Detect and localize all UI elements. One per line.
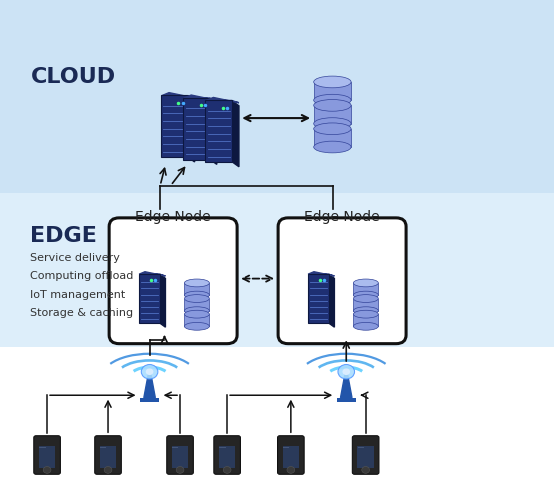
Polygon shape [184, 95, 217, 100]
Polygon shape [308, 272, 335, 276]
Bar [100, 447, 106, 448]
Circle shape [362, 467, 370, 473]
Ellipse shape [353, 295, 378, 303]
Bar [39, 446, 55, 468]
Bar [172, 446, 188, 468]
FancyBboxPatch shape [278, 218, 406, 344]
Polygon shape [232, 100, 239, 167]
Ellipse shape [184, 279, 209, 287]
Bar [184, 298, 209, 311]
Text: Edge Node: Edge Node [135, 210, 211, 224]
Text: IoT management: IoT management [30, 290, 126, 299]
Polygon shape [139, 272, 166, 276]
Bar [184, 314, 209, 326]
FancyBboxPatch shape [278, 436, 304, 474]
Bar [337, 398, 356, 402]
Bar [314, 106, 351, 123]
Ellipse shape [353, 279, 378, 287]
FancyBboxPatch shape [352, 436, 379, 474]
Ellipse shape [184, 310, 209, 318]
FancyBboxPatch shape [95, 436, 121, 474]
FancyBboxPatch shape [183, 97, 210, 160]
FancyBboxPatch shape [214, 436, 240, 474]
Bar [219, 446, 235, 468]
Bar [172, 447, 178, 448]
Circle shape [287, 467, 295, 473]
Bar [314, 129, 351, 147]
Circle shape [342, 368, 350, 375]
Text: CLOUD: CLOUD [30, 67, 116, 87]
Circle shape [223, 467, 231, 473]
Bar [140, 398, 159, 402]
Ellipse shape [184, 295, 209, 303]
FancyBboxPatch shape [138, 274, 160, 323]
Ellipse shape [353, 307, 378, 315]
Ellipse shape [353, 291, 378, 299]
Circle shape [146, 368, 153, 375]
Bar [353, 283, 378, 295]
Bar [353, 314, 378, 326]
FancyBboxPatch shape [206, 100, 232, 162]
FancyBboxPatch shape [167, 436, 193, 474]
Ellipse shape [314, 76, 351, 88]
FancyBboxPatch shape [109, 218, 237, 344]
Bar [219, 447, 225, 448]
FancyBboxPatch shape [34, 436, 60, 474]
Polygon shape [329, 274, 335, 327]
Circle shape [104, 467, 112, 473]
Circle shape [43, 467, 51, 473]
Bar [314, 82, 351, 100]
Ellipse shape [353, 310, 378, 318]
Text: Storage & caching: Storage & caching [30, 308, 134, 318]
FancyBboxPatch shape [307, 274, 329, 323]
Polygon shape [144, 367, 155, 398]
Ellipse shape [314, 118, 351, 130]
Circle shape [338, 364, 355, 379]
Circle shape [176, 467, 184, 473]
Circle shape [141, 364, 158, 379]
Bar [0, 0, 554, 193]
Ellipse shape [314, 123, 351, 134]
Text: Service delivery: Service delivery [30, 253, 120, 263]
Bar [283, 446, 299, 468]
Ellipse shape [353, 322, 378, 330]
Ellipse shape [184, 307, 209, 315]
Bar [353, 298, 378, 311]
Polygon shape [162, 93, 194, 98]
Ellipse shape [184, 322, 209, 330]
Bar [100, 446, 116, 468]
Bar [358, 447, 364, 448]
Text: Computing offload: Computing offload [30, 271, 134, 281]
Bar [357, 446, 374, 468]
Polygon shape [206, 97, 239, 103]
Polygon shape [209, 98, 217, 164]
FancyBboxPatch shape [161, 95, 188, 157]
Bar [0, 193, 554, 347]
Polygon shape [160, 274, 166, 327]
Bar [0, 347, 554, 482]
Ellipse shape [314, 99, 351, 111]
Text: Edge Node: Edge Node [304, 210, 380, 224]
Ellipse shape [314, 141, 351, 153]
Bar [184, 283, 209, 295]
Polygon shape [187, 95, 194, 162]
Bar [283, 447, 289, 448]
Ellipse shape [314, 94, 351, 106]
Ellipse shape [184, 291, 209, 299]
Bar [39, 447, 45, 448]
Text: EDGE: EDGE [30, 226, 98, 246]
Polygon shape [341, 367, 352, 398]
